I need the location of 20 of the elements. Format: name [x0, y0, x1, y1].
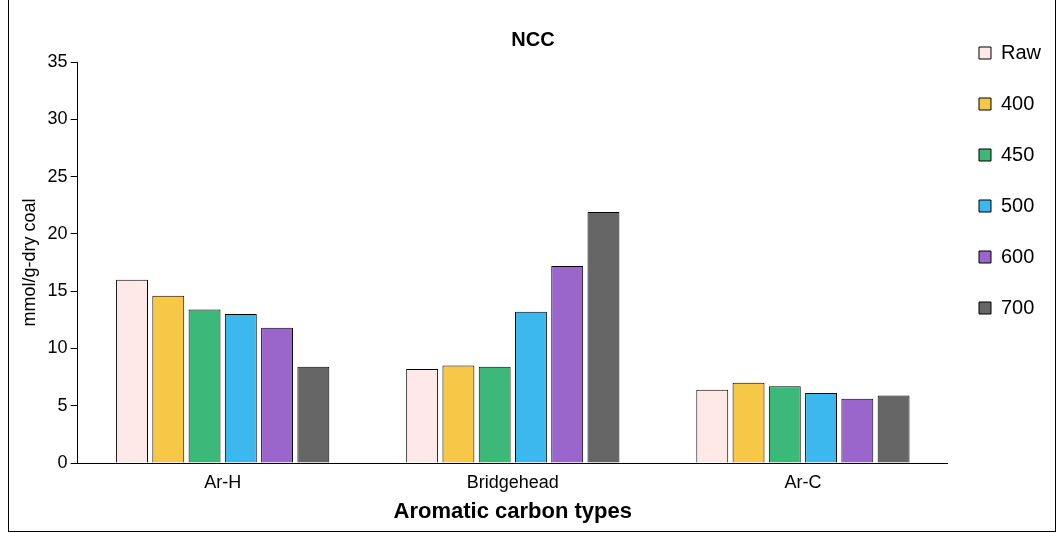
- legend-label: Raw: [1000, 40, 1042, 63]
- y-tick-label: 10: [47, 337, 68, 358]
- y-tick-label: 25: [47, 165, 68, 186]
- x-tick-label: Ar-H: [204, 471, 242, 492]
- legend-label: 600: [1000, 244, 1035, 267]
- x-axis-title: Aromatic carbon types: [393, 497, 633, 523]
- y-tick-label: 30: [47, 108, 68, 129]
- chart-title: NCC: [511, 27, 555, 50]
- x-tick-label: Ar-C: [784, 471, 822, 492]
- y-axis-title: mmol/g-dry coal: [18, 198, 39, 327]
- y-tick-label: 15: [47, 280, 68, 301]
- legend-label: 700: [1000, 295, 1035, 318]
- y-tick-label: 35: [47, 50, 68, 71]
- x-tick-label: Bridgehead: [466, 471, 559, 492]
- y-tick-label: 20: [47, 222, 68, 243]
- legend-label: 450: [1000, 142, 1035, 165]
- y-tick-label: 5: [57, 394, 68, 415]
- y-tick-label: 0: [57, 451, 68, 472]
- legend-label: 400: [1000, 91, 1035, 114]
- legend-label: 500: [1000, 193, 1035, 216]
